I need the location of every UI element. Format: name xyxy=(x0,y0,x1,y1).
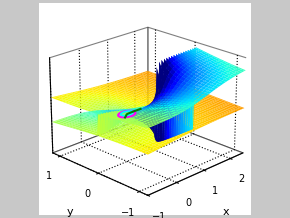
Y-axis label: y: y xyxy=(67,207,73,217)
X-axis label: x: x xyxy=(222,207,229,217)
